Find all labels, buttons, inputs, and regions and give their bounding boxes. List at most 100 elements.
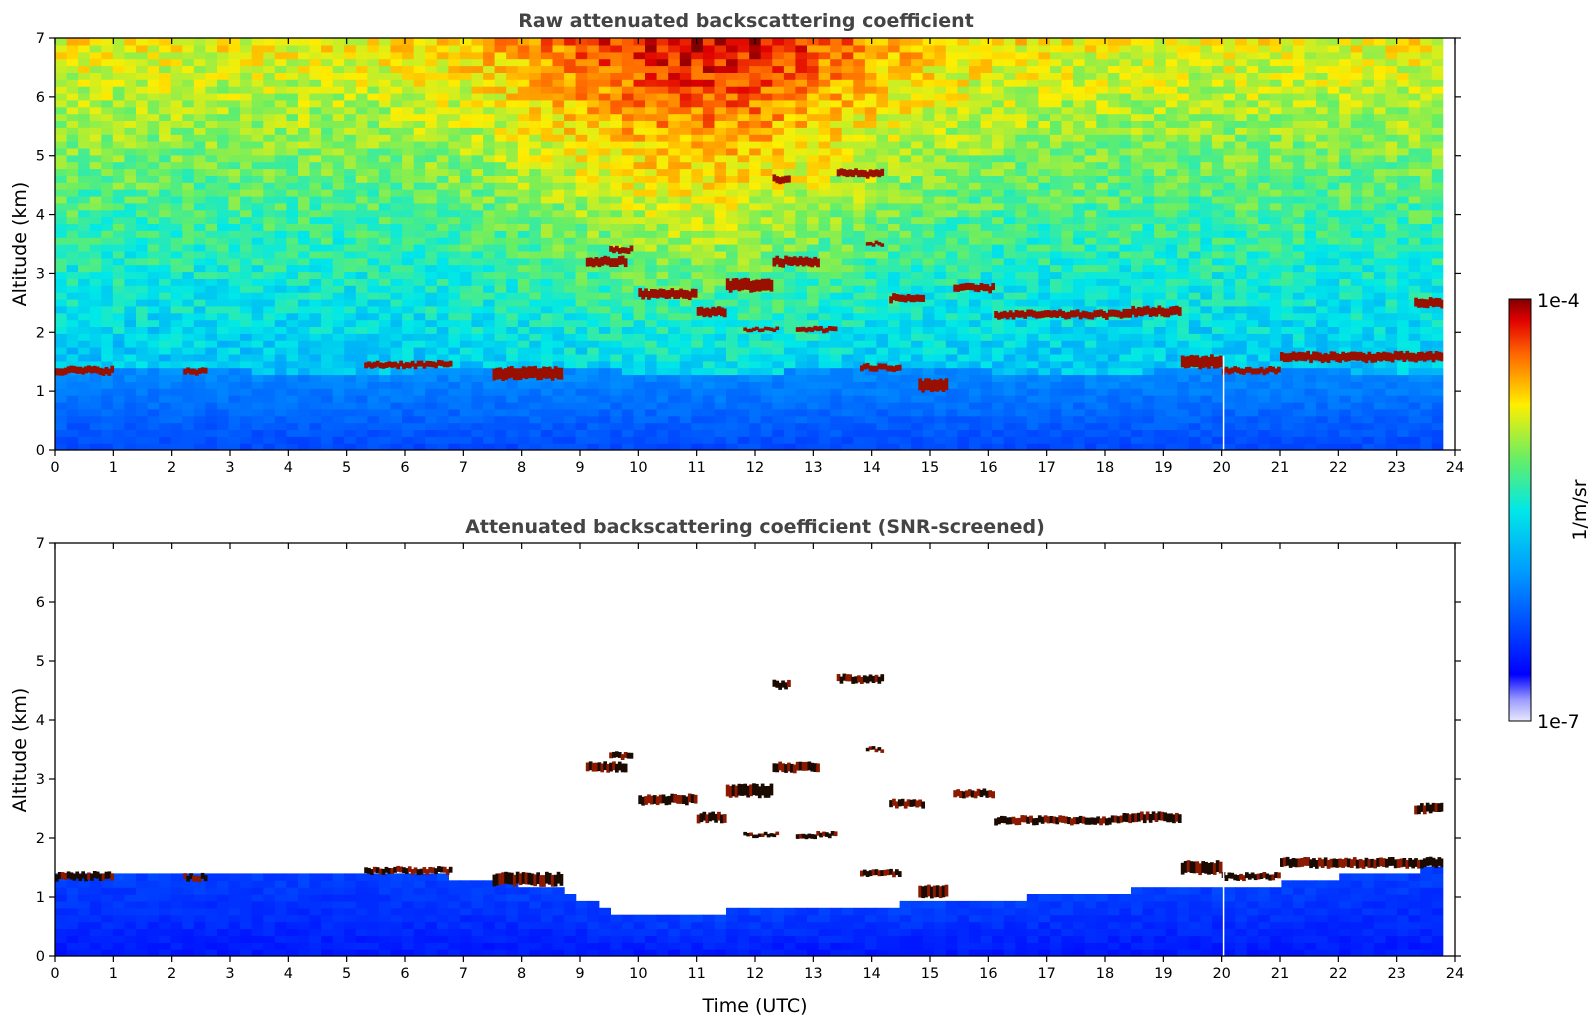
backscatter-cell xyxy=(136,360,149,369)
backscatter-cell xyxy=(691,202,704,211)
backscatter-cell xyxy=(448,65,461,73)
backscatter-cell xyxy=(760,72,773,80)
backscatter-cell xyxy=(945,374,958,382)
backscatter-cell xyxy=(136,244,149,252)
backscatter-cell xyxy=(783,92,797,101)
backscatter-cell xyxy=(517,65,530,73)
backscatter-cell xyxy=(344,278,357,286)
backscatter-cell xyxy=(506,147,519,156)
backscatter-cell xyxy=(228,202,241,211)
backscatter-cell xyxy=(645,195,658,204)
backscatter-cell xyxy=(714,58,727,67)
backscatter-cell xyxy=(853,51,866,60)
backscatter-cell xyxy=(552,312,565,321)
backscatter-cell xyxy=(888,86,901,94)
backscatter-cell xyxy=(217,422,230,430)
backscatter-cell xyxy=(795,292,808,300)
backscatter-cell xyxy=(691,422,704,430)
backscatter-cell xyxy=(540,182,554,190)
backscatter-cell xyxy=(841,189,854,197)
backscatter-cell xyxy=(668,264,681,273)
backscatter-cell xyxy=(89,202,102,211)
backscatter-cell xyxy=(575,374,588,382)
backscatter-cell xyxy=(274,367,287,376)
backscatter-cell xyxy=(818,209,831,218)
backscatter-cell xyxy=(263,154,276,163)
backscatter-cell xyxy=(425,401,438,410)
backscatter-cell xyxy=(1003,223,1016,231)
backscatter-cell xyxy=(575,209,588,218)
backscatter-cell xyxy=(783,326,797,334)
backscatter-cell xyxy=(217,244,230,252)
backscatter-cell xyxy=(332,113,345,121)
backscatter-cell xyxy=(378,223,392,231)
backscatter-cell xyxy=(355,360,368,369)
backscatter-cell xyxy=(124,333,137,341)
backscatter-cell xyxy=(795,72,808,80)
backscatter-cell xyxy=(286,367,299,376)
backscatter-cell xyxy=(621,312,635,321)
backscatter-cell xyxy=(610,202,623,211)
backscatter-cell xyxy=(760,388,773,396)
backscatter-cell xyxy=(159,257,172,266)
backscatter-cell xyxy=(124,92,137,101)
backscatter-cell xyxy=(263,92,276,101)
backscatter-cell xyxy=(263,285,276,293)
backscatter-cell xyxy=(853,429,866,437)
backscatter-cell xyxy=(367,415,380,424)
backscatter-cell xyxy=(436,113,449,121)
backscatter-cell xyxy=(390,257,403,266)
backscatter-cell xyxy=(552,285,565,293)
backscatter-cell xyxy=(136,436,149,444)
backscatter-cell xyxy=(621,257,635,266)
backscatter-cell xyxy=(783,347,797,355)
backscatter-cell xyxy=(101,285,114,293)
backscatter-cell xyxy=(598,154,611,163)
backscatter-cell xyxy=(309,271,322,279)
backscatter-cell xyxy=(830,353,843,362)
backscatter-cell xyxy=(251,292,264,300)
backscatter-cell xyxy=(888,319,901,327)
backscatter-cell xyxy=(205,120,218,128)
backscatter-cell xyxy=(101,237,114,245)
backscatter-cell xyxy=(564,92,577,101)
backscatter-cell xyxy=(783,127,797,135)
backscatter-cell xyxy=(298,44,311,53)
backscatter-cell xyxy=(841,92,854,101)
backscatter-cell xyxy=(159,168,172,176)
backscatter-cell xyxy=(205,141,218,149)
backscatter-cell xyxy=(945,58,958,67)
backscatter-cell xyxy=(864,195,878,204)
backscatter-cell xyxy=(610,147,623,156)
backscatter-cell xyxy=(529,175,542,183)
backscatter-cell xyxy=(298,79,311,87)
backscatter-cell xyxy=(170,237,183,245)
backscatter-cell xyxy=(332,161,345,170)
backscatter-cell xyxy=(436,319,449,327)
backscatter-cell xyxy=(633,237,646,245)
backscatter-cell xyxy=(89,353,102,362)
backscatter-cell xyxy=(205,168,218,176)
backscatter-cell xyxy=(540,285,554,293)
backscatter-cell xyxy=(170,381,183,389)
backscatter-cell xyxy=(182,92,195,101)
backscatter-cell xyxy=(240,168,253,176)
backscatter-cell xyxy=(101,216,114,224)
backscatter-cell xyxy=(240,106,253,115)
backscatter-cell xyxy=(575,395,588,403)
backscatter-cell xyxy=(737,360,750,369)
backscatter-cell xyxy=(598,127,611,135)
backscatter-cell xyxy=(425,319,438,327)
backscatter-cell xyxy=(240,244,253,252)
backscatter-cell xyxy=(124,367,137,376)
backscatter-cell xyxy=(147,305,160,314)
backscatter-cell xyxy=(645,388,658,396)
backscatter-cell xyxy=(506,154,519,163)
backscatter-cell xyxy=(702,168,716,176)
backscatter-cell xyxy=(552,209,565,218)
backscatter-cell xyxy=(228,326,241,334)
backscatter-cell xyxy=(136,223,149,231)
backscatter-cell xyxy=(737,99,750,108)
backscatter-cell xyxy=(517,106,530,115)
backscatter-cell xyxy=(783,298,797,307)
